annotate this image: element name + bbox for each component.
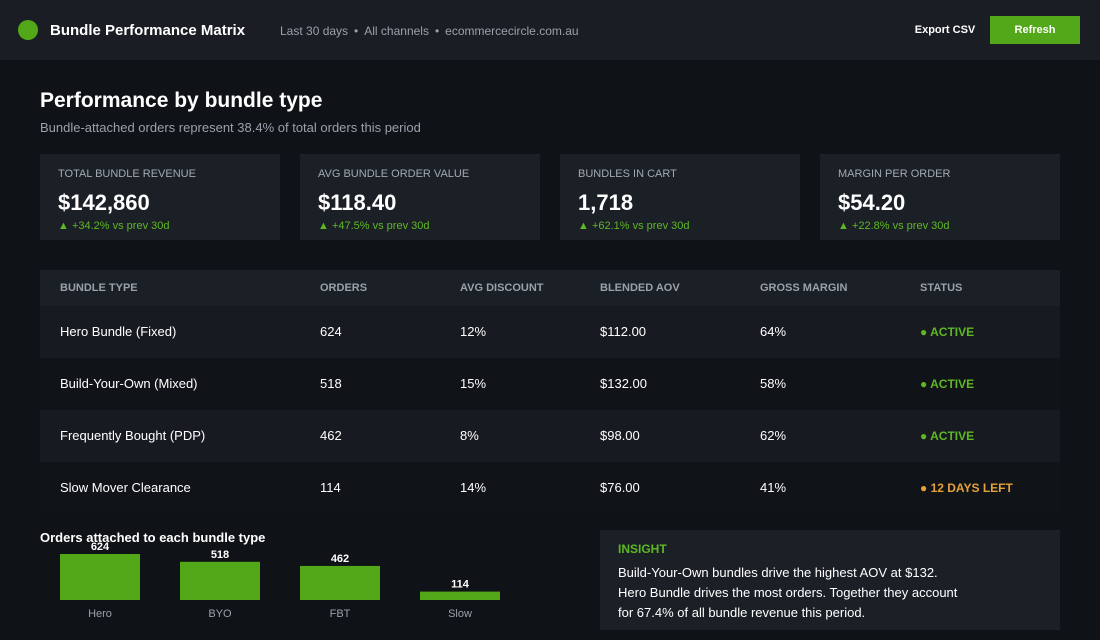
kpi-label: AVG BUNDLE ORDER VALUE [318,168,470,180]
channels-label: All channels [364,24,429,38]
table-cell-orders: 624 [320,324,342,339]
table-cell-orders: 462 [320,428,342,443]
table-cell-margin: 41% [760,480,787,495]
kpi-value: 1,718 [578,190,634,215]
status-badge: ● ACTIVE [920,325,975,339]
table-cell-aov: $112.00 [600,324,647,339]
kpi-card-margin: MARGIN PER ORDER $54.20 ▲ +22.8% vs prev… [820,154,1060,240]
table-cell-orders: 518 [320,376,342,391]
table-row[interactable]: Frequently Bought (PDP) 462 8% $98.00 62% ● A… [40,410,1060,462]
table-cell-discount: 12% [460,324,487,339]
kpi-card-revenue: TOTAL BUNDLE REVENUE $142,860 ▲ +34.2% v… [40,154,280,240]
table-cell-orders: 114 [320,480,341,495]
app-title: Bundle Performance Matrix [50,22,246,39]
bar-hero [60,554,140,600]
kpi-delta: ▲ +22.8% vs prev 30d [838,220,950,232]
table-cell-margin: 58% [760,376,787,391]
column-header-status[interactable]: STATUS [920,282,963,294]
column-header-avg-discount[interactable]: AVG DISCOUNT [460,282,544,294]
status-badge: ● ACTIVE [920,429,975,443]
status-badge: ● ACTIVE [920,377,975,391]
kpi-card-aov: AVG BUNDLE ORDER VALUE $118.40 ▲ +47.5% … [300,154,540,240]
header-meta: Last 30 days • All channels • ecommercecircl… [280,24,579,38]
chart-title: Orders attached to each bundle type [40,530,266,545]
table-row[interactable]: Build-Your-Own (Mixed) 518 15% $132.00 58% ● … [40,358,1060,410]
table-body: Hero Bundle (Fixed) 624 12% $112.00 64% ● ACT… [40,306,1060,514]
kpi-label: TOTAL BUNDLE REVENUE [58,168,196,180]
table-cell-type: Slow Mover Clearance [60,480,191,495]
table-cell-margin: 64% [760,324,787,339]
bar-slow [420,591,500,600]
kpi-label: MARGIN PER ORDER [838,168,951,180]
category-label: Hero [88,608,112,620]
kpi-delta: ▲ +62.1% vs prev 30d [578,220,690,232]
logo-icon [18,20,38,40]
table-cell-type: Frequently Bought (PDP) [60,428,206,443]
kpi-delta: ▲ +47.5% vs prev 30d [318,220,430,232]
kpi-value: $54.20 [838,190,906,215]
kpi-delta: ▲ +34.2% vs prev 30d [58,220,170,232]
column-header-bundle-type[interactable]: BUNDLE TYPE [60,282,138,294]
table-cell-discount: 8% [460,428,479,443]
date-range-label: Last 30 days [280,24,349,38]
kpi-value: $142,860 [58,190,150,215]
bar-value-label: 624 [91,541,110,553]
page-title: Performance by bundle type [40,89,323,112]
kpi-value: $118.40 [318,190,397,215]
table-row[interactable]: Slow Mover Clearance 114 14% $76.00 41% ● 12 … [40,462,1060,514]
table-cell-discount: 15% [460,376,487,391]
bundle-table: BUNDLE TYPE ORDERS AVG DISCOUNT BLENDED … [40,270,1060,514]
table-cell-aov: $132.00 [600,376,647,391]
column-header-gross-margin[interactable]: GROSS MARGIN [760,282,848,294]
table-cell-aov: $98.00 [600,428,640,443]
refresh-button[interactable]: Refresh [990,16,1080,44]
bar-value-label: 462 [331,553,349,565]
table-cell-type: Build-Your-Own (Mixed) [60,376,198,391]
column-header-orders[interactable]: ORDERS [320,282,368,294]
bar-value-label: 114 [451,579,470,591]
separator-dot: • [434,24,440,38]
bar-fbt [300,565,380,600]
insight-panel: INSIGHT Build-Your-Own bundles drive the… [600,530,1060,630]
status-badge: ● 12 DAYS LEFT [920,481,1013,495]
column-header-blended-aov[interactable]: BLENDED AOV [600,282,680,294]
kpi-card-bundles-in-cart: BUNDLES IN CART 1,718 ▲ +62.1% vs prev 3… [560,154,800,240]
table-row[interactable]: Hero Bundle (Fixed) 624 12% $112.00 64% ● ACT… [40,306,1060,358]
export-csv-button[interactable]: Export CSV [906,16,984,44]
top-bar: Bundle Performance Matrix Last 30 days • A… [0,0,1100,60]
bar-byo [180,561,260,600]
table-cell-discount: 14% [460,480,487,495]
separator-dot: • [354,24,359,38]
category-label: Slow [448,608,472,620]
page-subtitle: Bundle-attached orders represent 38.4% o… [40,120,421,135]
store-domain-label: ecommercecircle.com.au [445,24,579,38]
category-label: BYO [208,608,232,620]
orders-bar-chart: 624 Hero 518 BYO 462 FBT 114 Slow [60,541,500,620]
insight-label: INSIGHT [618,542,667,556]
table-cell-aov: $76.00 [600,480,640,495]
kpi-label: BUNDLES IN CART [578,168,677,180]
table-cell-margin: 62% [760,428,787,443]
insight-text: Build-Your-Own bundles drive the highest… [618,565,958,620]
bar-value-label: 518 [211,549,229,561]
category-label: FBT [330,608,351,620]
table-cell-type: Hero Bundle (Fixed) [60,324,177,339]
table-header: BUNDLE TYPE ORDERS AVG DISCOUNT BLENDED … [40,270,1060,306]
